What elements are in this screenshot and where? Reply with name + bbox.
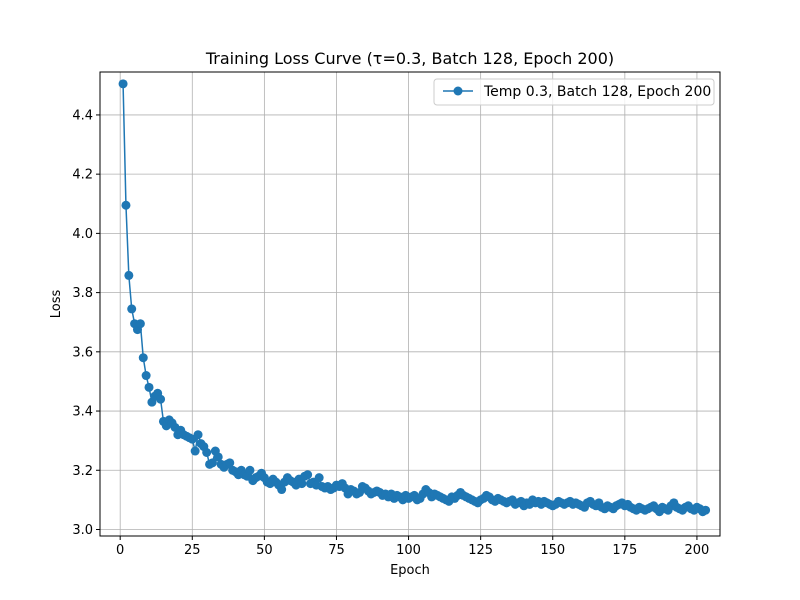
data-point (121, 200, 131, 210)
x-tick-label: 0 (116, 543, 124, 558)
y-axis-label: Loss (49, 290, 64, 319)
x-tick-label: 50 (256, 543, 273, 558)
data-point (124, 270, 134, 280)
y-tick-label: 3.4 (72, 405, 93, 420)
axis-ticks: 0 25 50 75 100 125 150 175 200 3.0 3.2 3.4 3.6 3.8 4.0… (72, 108, 709, 558)
data-point (213, 452, 223, 462)
y-tick-label: 3.6 (72, 345, 93, 360)
x-axis-label: Epoch (390, 563, 430, 578)
x-tick-label: 175 (612, 543, 637, 558)
data-point (202, 448, 212, 457)
legend-label: Temp 0.3, Batch 128, Epoch 200 (483, 84, 711, 100)
data-point (297, 479, 307, 489)
data-point (303, 470, 313, 480)
grid-lines (100, 72, 720, 536)
plot-area-frame (99, 71, 721, 537)
data-point (118, 79, 128, 89)
x-tick-label: 100 (396, 543, 421, 558)
data-point (225, 458, 235, 468)
y-tick-label: 4.4 (72, 108, 93, 123)
data-point (135, 319, 145, 329)
y-tick-label: 3.8 (72, 286, 93, 301)
x-tick-label: 200 (685, 543, 710, 558)
data-point (207, 458, 217, 468)
data-point (141, 371, 151, 381)
data-point (245, 465, 255, 475)
data-point (144, 382, 154, 392)
data-point (127, 304, 137, 314)
x-tick-label: 150 (540, 543, 565, 558)
data-point (277, 485, 287, 495)
legend-marker-swatch (453, 86, 463, 96)
y-tick-label: 4.2 (72, 168, 93, 183)
x-tick-label: 75 (328, 543, 345, 558)
y-tick-label: 3.0 (72, 523, 93, 538)
legend: Temp 0.3, Batch 128, Epoch 200 (433, 78, 715, 106)
data-point (193, 430, 203, 440)
data-point (314, 473, 324, 483)
chart-title: Training Loss Curve (τ=0.3, Batch 128, E… (205, 49, 614, 68)
legend-box (433, 78, 715, 106)
y-tick-label: 3.2 (72, 464, 93, 479)
data-point (156, 394, 166, 404)
x-tick-label: 125 (468, 543, 493, 558)
y-tick-label: 4.0 (72, 227, 93, 242)
data-point (138, 353, 148, 363)
x-tick-label: 25 (184, 543, 201, 558)
data-point (701, 505, 711, 515)
series-layer (118, 79, 711, 517)
data-point (190, 446, 200, 456)
